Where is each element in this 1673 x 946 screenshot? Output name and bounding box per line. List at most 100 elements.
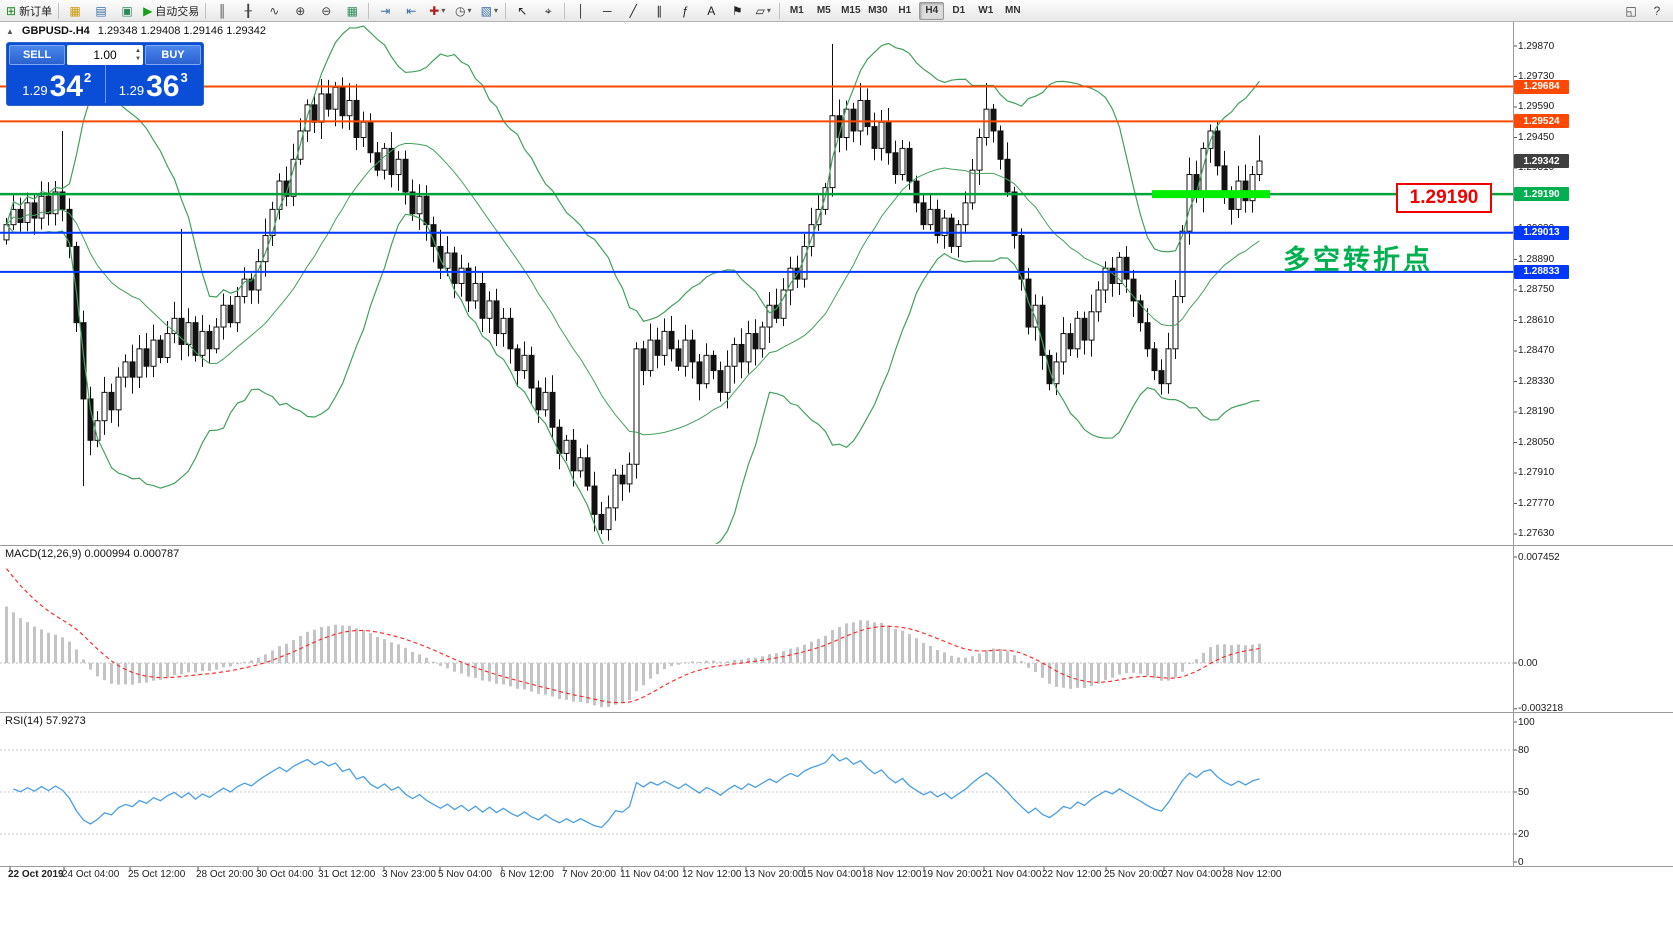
timeframe-button-mn[interactable]: MN (1005, 4, 1021, 16)
price-axis-label: 1.29450 (1518, 131, 1555, 143)
price-axis-label: 1.27910 (1518, 467, 1555, 479)
time-axis-label: 18 Nov 12:00 (862, 869, 922, 880)
zoom-in-icon: ⊕ (295, 3, 306, 18)
channel-icon: ∥ (656, 3, 663, 18)
macd-axis-label: 0.007452 (1518, 551, 1560, 563)
tile-windows-icon[interactable]: ▦ (339, 1, 365, 21)
shapes-icon: ▱ (755, 3, 765, 18)
toolbar-separator (58, 2, 60, 19)
timeframe-button-h1[interactable]: H1 (898, 4, 912, 16)
shapes-icon[interactable]: ▱ ▾ (750, 1, 776, 21)
price-axis-border[interactable] (1513, 22, 1514, 866)
crosshair-icon: ⌖ (544, 3, 552, 18)
help-icon: ? (1653, 3, 1661, 18)
rsi-axis-label: 50 (1518, 786, 1530, 798)
lot-down-icon[interactable]: ▼ (135, 56, 141, 62)
timeframe-button-m1[interactable]: M1 (789, 4, 804, 16)
lot-spinner[interactable]: ▲ ▼ (135, 47, 141, 63)
timeframe-button-w1[interactable]: W1 (978, 4, 994, 16)
horizontal-line-icon[interactable]: ─ (594, 1, 620, 21)
zoom-in-icon[interactable]: ⊕ (287, 1, 313, 21)
fibonacci-icon: ƒ (681, 3, 689, 18)
bid-price[interactable]: 1.29 34 2 (9, 65, 105, 103)
indicators-icon: ✚ (429, 3, 440, 18)
buy-button[interactable]: BUY (145, 45, 201, 65)
price-badge-1.28833: 1.28833 (1514, 264, 1569, 279)
highlight-bar[interactable] (1152, 190, 1270, 199)
channel-icon[interactable]: ∥ (646, 1, 672, 21)
ask-price[interactable]: 1.29 36 3 (104, 65, 202, 103)
arrows-icon[interactable]: ⚑ (724, 1, 750, 21)
lot-size-input[interactable]: 1.00 ▲ ▼ (67, 45, 143, 65)
price-axis-label: 1.27770 (1518, 497, 1555, 509)
chart-shift-icon[interactable]: ⇤ (398, 1, 424, 21)
pivot-annotation-text[interactable]: 多空转折点 (1283, 245, 1433, 275)
ask-price-pips: 36 (146, 69, 180, 103)
bollinger-upper-line[interactable] (5, 25, 1260, 322)
templates-icon[interactable]: ▧ ▾ (476, 1, 502, 21)
terminal-icon[interactable]: ▣ (114, 1, 140, 21)
new-order-button[interactable]: ⊞ 新订单 (3, 1, 55, 21)
symbol-info: ▲ GBPUSD-.H4 1.29348 1.29408 1.29146 1.2… (6, 25, 266, 37)
cursor-icon[interactable]: ↖ (509, 1, 535, 21)
autotrading-button-icon: ▶ (143, 3, 153, 18)
time-axis-label: 3 Nov 23:00 (382, 869, 436, 880)
auto-scroll-icon[interactable]: ⇥ (372, 1, 398, 21)
text-icon: A (707, 3, 716, 18)
zoom-out-icon[interactable]: ⊖ (313, 1, 339, 21)
timeframe-button-m15[interactable]: M15 (841, 4, 861, 16)
price-annotation-box[interactable]: 1.29190 (1396, 183, 1492, 213)
time-axis-label: 19 Nov 20:00 (922, 869, 982, 880)
price-axis-label: 1.28050 (1518, 436, 1555, 448)
line-chart-icon[interactable]: ∿ (261, 1, 287, 21)
time-axis-label: 7 Nov 20:00 (562, 869, 616, 880)
candlestick-chart-icon: ╂ (244, 3, 252, 18)
terminal-icon: ▣ (121, 3, 133, 18)
indicators-icon[interactable]: ✚ ▾ (424, 1, 450, 21)
text-icon[interactable]: A (698, 1, 724, 21)
price-axis-label: 1.29590 (1518, 101, 1555, 113)
help-icon[interactable]: ? (1644, 1, 1670, 21)
periods-icon[interactable]: ◷ ▾ (450, 1, 476, 21)
dropdown-caret-icon: ▾ (766, 6, 771, 15)
vertical-line-icon[interactable]: │ (568, 1, 594, 21)
one-click-trading-widget: SELL 1.00 ▲ ▼ BUY 1.29 34 2 1.29 36 3 (6, 42, 204, 106)
docking-icon[interactable]: ◱ (1618, 1, 1644, 21)
price-badge-1.29013: 1.29013 (1514, 225, 1569, 240)
bollinger-lower-line[interactable] (6, 213, 1260, 558)
trendline-icon[interactable]: ╱ (620, 1, 646, 21)
arrows-icon: ⚑ (731, 3, 743, 18)
candlestick-chart-icon[interactable]: ╂ (235, 1, 261, 21)
lot-size-value: 1.00 (93, 48, 117, 62)
price-badge-1.29684: 1.29684 (1514, 79, 1569, 94)
timeframe-button-m30[interactable]: M30 (868, 4, 888, 16)
vertical-line-icon: │ (577, 3, 586, 18)
timeframe-button-d1[interactable]: D1 (952, 4, 966, 16)
autotrading-button[interactable]: ▶ 自动交易 (140, 1, 202, 21)
sell-button[interactable]: SELL (9, 45, 65, 65)
collapse-widget-icon[interactable]: ▲ (6, 26, 14, 36)
bar-chart-icon[interactable]: ║ (209, 1, 235, 21)
templates-icon: ▧ (480, 3, 492, 18)
crosshair-icon[interactable]: ⌖ (535, 1, 561, 21)
panel-separator-rsi[interactable] (0, 712, 1673, 713)
toolbar-separator (779, 2, 781, 19)
rsi-axis-label: 80 (1518, 744, 1530, 756)
ask-price-major: 1.29 (118, 83, 145, 98)
price-axis-label: 1.28190 (1518, 406, 1555, 418)
price-badge-1.29524: 1.29524 (1514, 114, 1569, 129)
bollinger-middle-line[interactable] (6, 142, 1260, 436)
timeframe-button-m5[interactable]: M5 (816, 4, 831, 16)
fibonacci-icon[interactable]: ƒ (672, 1, 698, 21)
panel-separator-timeaxis (0, 866, 1673, 867)
price-axis-label: 1.29870 (1518, 40, 1555, 52)
timeframe-button-h4[interactable]: H4 (919, 1, 945, 20)
lot-up-icon[interactable]: ▲ (135, 48, 141, 54)
navigator-icon[interactable]: ▤ (88, 1, 114, 21)
market-watch-icon[interactable]: ▦ (62, 1, 88, 21)
panel-separator-macd[interactable] (0, 545, 1673, 546)
dropdown-caret-icon: ▾ (441, 6, 446, 15)
price-axis-label: 1.28330 (1518, 375, 1555, 387)
toolbar: ⊞ 新订单 ▦ ▤ ▣ ▶ 自动交易 ║ ╂ ∿ ⊕ ⊖ ▦ ⇥ ⇤ ✚ ▾ ◷ ▾ ▧ ▾ ↖ ⌖ │ ─ ╱ ∥ ƒ A ⚑ ▱ ▾ M1 M… (0, 0, 1673, 22)
